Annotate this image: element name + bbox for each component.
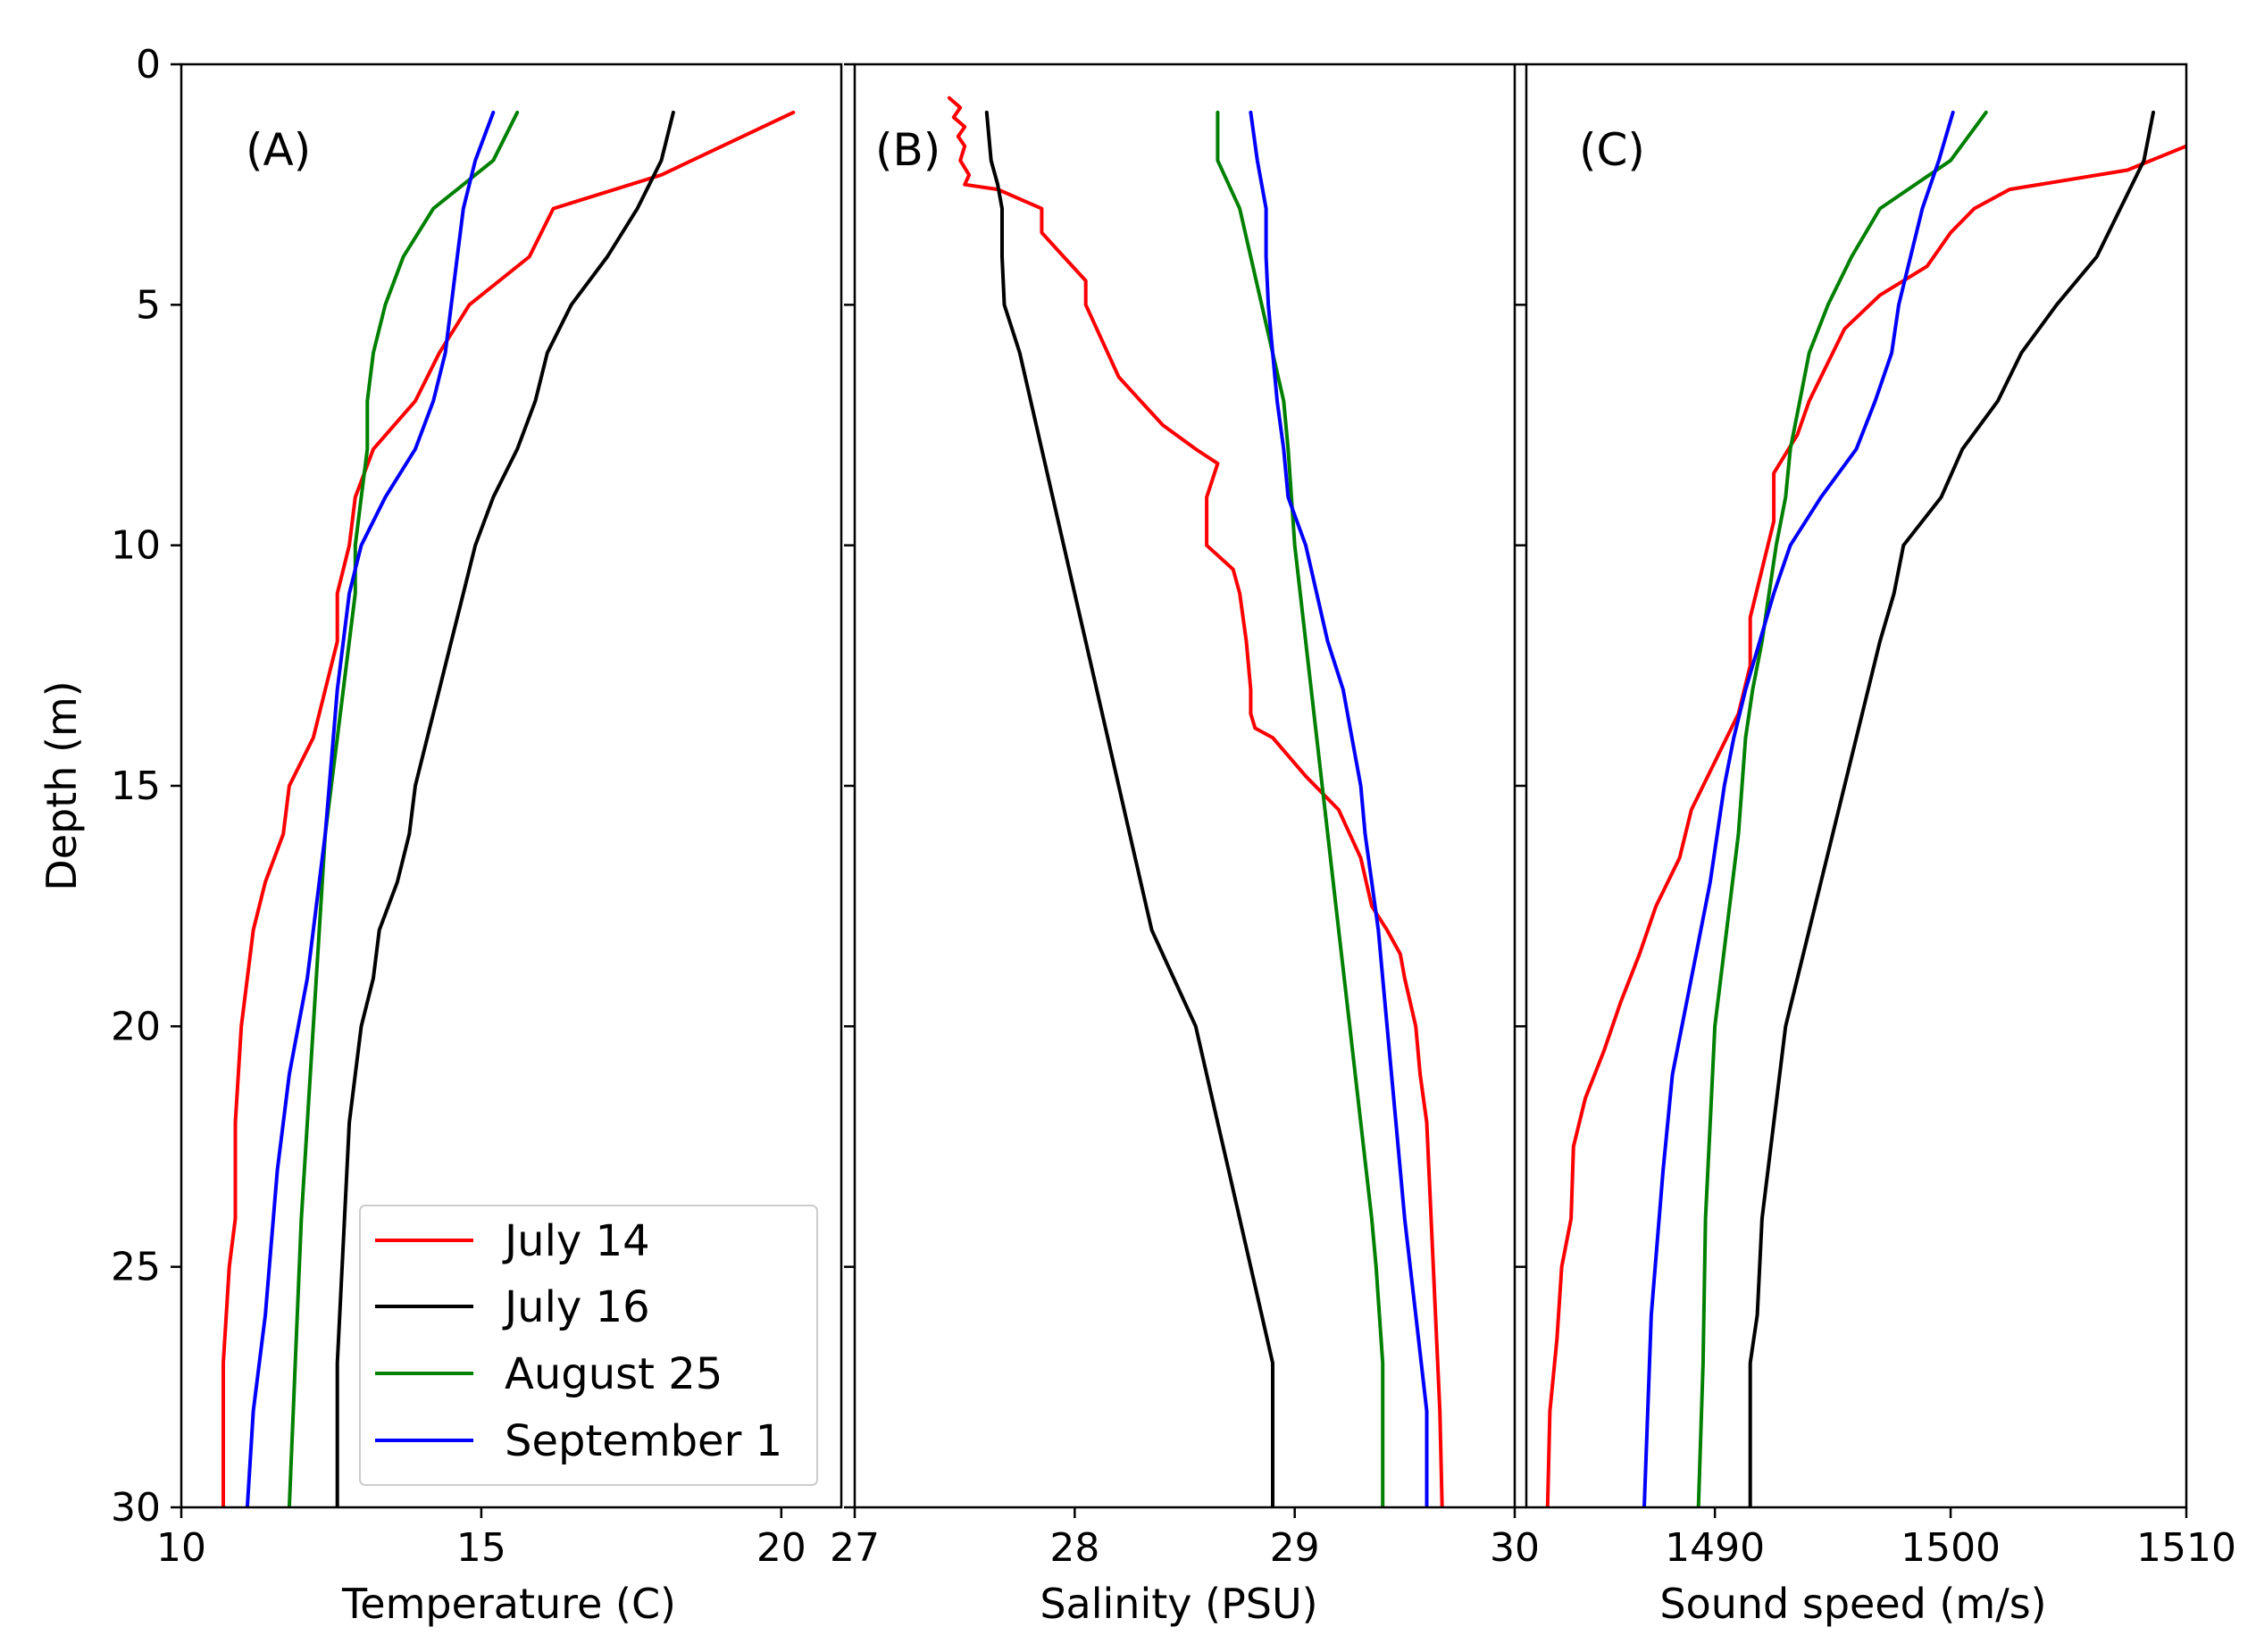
x-tick-label: 20: [756, 1525, 806, 1571]
y-tick-label: 30: [111, 1485, 161, 1531]
series-line-july-14: [221, 110, 796, 1507]
series-line-july-16: [984, 110, 1274, 1507]
series-line-july-14: [947, 96, 1444, 1507]
legend-label: July 14: [502, 1216, 650, 1266]
y-axis-label: Depth (m): [38, 680, 86, 890]
y-tick-label: 5: [136, 282, 161, 328]
y-tick-label: 10: [111, 523, 161, 569]
x-tick-label: 15: [456, 1525, 506, 1571]
series-line-july-14: [1545, 144, 2186, 1507]
series-layer: [221, 110, 796, 1507]
y-tick-label: 25: [111, 1245, 161, 1290]
x-axis-label: Sound speed (m/s): [1659, 1580, 2046, 1628]
series-line-september-1: [1642, 110, 1955, 1507]
y-tick-label: 0: [136, 42, 161, 88]
x-axis-label: Salinity (PSU): [1040, 1580, 1317, 1628]
x-tick-label: 30: [1490, 1525, 1540, 1571]
panel-salinity: 27 28 29 30 (B) Salinity (PSU): [830, 63, 1540, 1628]
x-tick-label: 1490: [1665, 1525, 1765, 1571]
x-ticks: 1490 1500 1510: [1516, 63, 2236, 1571]
y-tick-label: 20: [111, 1004, 161, 1049]
series-layer: [947, 96, 1444, 1507]
series-line-september-1: [245, 110, 496, 1507]
legend-label: August 25: [505, 1349, 723, 1399]
legend-box: [359, 1205, 818, 1486]
series-line-july-16: [1748, 110, 2155, 1507]
x-tick-label: 29: [1270, 1525, 1320, 1571]
series-layer: [1545, 110, 2186, 1507]
x-tick-label: 1500: [1901, 1525, 2001, 1571]
x-ticks: 10 15 20: [156, 63, 806, 1571]
legend-entry-july-16: July 16: [375, 1282, 650, 1332]
legend-label: July 16: [502, 1282, 650, 1332]
legend-entry-august-25: August 25: [375, 1349, 723, 1399]
series-line-august-25: [1696, 110, 1988, 1507]
legend-label: September 1: [505, 1416, 782, 1466]
series-line-september-1: [1249, 110, 1429, 1507]
legend-entry-september-1: September 1: [375, 1416, 782, 1466]
series-line-july-16: [335, 110, 675, 1507]
legend: July 14 July 16 August 25 September 1: [359, 1205, 818, 1486]
x-tick-label: 27: [830, 1525, 880, 1571]
x-tick-label: 10: [156, 1525, 206, 1571]
panel-label: (A): [246, 124, 311, 176]
x-axis-label: Temperature (C): [341, 1580, 676, 1628]
legend-entry-july-14: July 14: [375, 1216, 650, 1266]
panel-label: (B): [875, 124, 940, 176]
panel-temperature: 10 15 20 (A) Temperature (C): [156, 63, 843, 1628]
series-line-august-25: [1216, 110, 1385, 1507]
x-tick-label: 28: [1049, 1525, 1099, 1571]
panel-sound-speed: 1490 1500 1510 (C) Sound speed (m/s): [1516, 63, 2236, 1628]
x-ticks: 27 28 29 30: [830, 63, 1540, 1571]
series-line-august-25: [287, 110, 520, 1507]
panel-label: (C): [1579, 124, 1645, 176]
x-tick-label: 1510: [2136, 1525, 2236, 1571]
y-axis: 0 5 10 15 20 25 30: [111, 42, 161, 1531]
y-tick-label: 15: [111, 763, 161, 809]
